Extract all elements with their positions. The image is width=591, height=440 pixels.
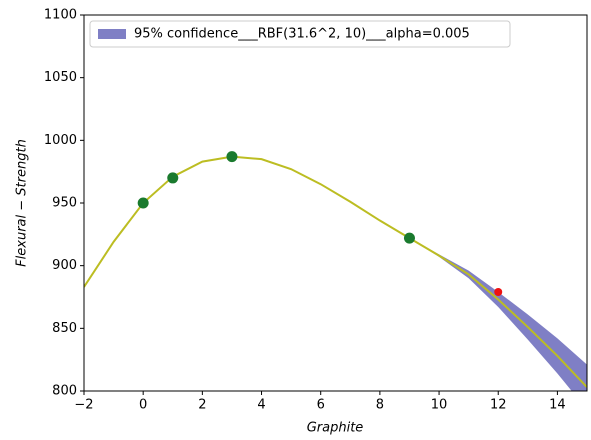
plot-frame xyxy=(83,14,588,392)
y-axis-label: Flexural − Strength xyxy=(15,139,30,267)
y-tick-label: 950 xyxy=(52,196,77,211)
y-tick-label: 1100 xyxy=(44,8,77,23)
x-tick-label: 12 xyxy=(490,398,507,413)
observation-point xyxy=(167,172,179,184)
x-tick-label: 8 xyxy=(376,398,384,413)
y-tick-label: 1050 xyxy=(44,70,77,85)
x-tick-label: −2 xyxy=(74,398,93,413)
legend-swatch xyxy=(98,29,126,39)
y-tick-label: 800 xyxy=(52,384,77,399)
mean-line xyxy=(84,155,587,388)
observation-point xyxy=(137,197,149,209)
confidence-band xyxy=(84,156,587,391)
plot-area xyxy=(84,151,587,391)
outlier-point xyxy=(494,287,503,296)
observation-point xyxy=(403,232,415,244)
x-tick-label: 14 xyxy=(549,398,566,413)
y-tick-label: 900 xyxy=(52,258,77,273)
observation-point xyxy=(226,151,238,163)
legend-label: 95% confidence___RBF(31.6^2, 10)___alpha… xyxy=(134,27,470,42)
x-tick-label: 6 xyxy=(317,398,325,413)
y-tick-label: 1000 xyxy=(44,133,77,148)
legend-box xyxy=(89,20,511,48)
x-tick-label: 2 xyxy=(198,398,206,413)
x-tick-label: 0 xyxy=(139,398,147,413)
x-tick-label: 10 xyxy=(431,398,448,413)
x-axis-label: Graphite xyxy=(307,421,364,436)
x-tick-label: 4 xyxy=(257,398,265,413)
y-tick-label: 850 xyxy=(52,321,77,336)
